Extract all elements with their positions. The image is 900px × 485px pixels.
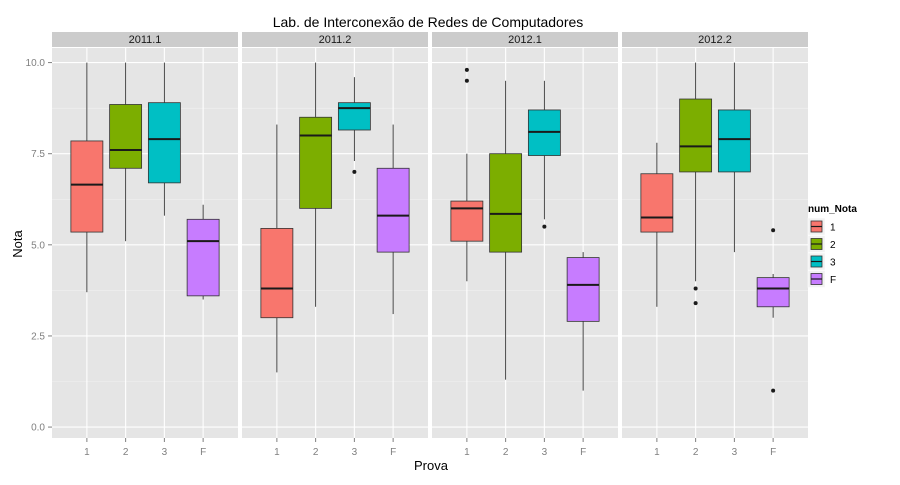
outlier-point bbox=[542, 224, 547, 229]
facet-strip bbox=[432, 32, 618, 47]
box-body bbox=[186, 218, 220, 297]
facet-strip-label: 2012.1 bbox=[508, 34, 542, 46]
outlier-point bbox=[693, 301, 698, 306]
facet-panel-2012.2: 2012.2 1 2 3 F bbox=[622, 32, 808, 458]
box-2 bbox=[489, 80, 523, 380]
box-body bbox=[450, 200, 484, 242]
box-body bbox=[717, 109, 751, 173]
y-tick-label: 5.0 bbox=[31, 240, 45, 251]
chart-title: Lab. de Interconexão de Redes de Computa… bbox=[273, 14, 584, 30]
x-tick-label: 3 bbox=[732, 447, 738, 458]
y-axis-label: Nota bbox=[10, 230, 25, 258]
box-2 bbox=[679, 62, 713, 306]
box-F bbox=[186, 204, 220, 300]
box-1 bbox=[70, 62, 104, 293]
facet-panel-2012.1: 2012.1 1 2 3 F bbox=[432, 32, 618, 458]
x-tick-label: F bbox=[580, 447, 586, 458]
facet-strip-label: 2011.1 bbox=[129, 34, 162, 46]
legend-entry-2: 2 bbox=[807, 235, 836, 253]
outlier-point bbox=[464, 67, 469, 72]
box-body bbox=[489, 153, 523, 253]
legend-entry-3: 3 bbox=[807, 252, 836, 271]
outlier-point bbox=[771, 228, 776, 233]
box-3 bbox=[337, 77, 371, 174]
box-body bbox=[260, 228, 294, 319]
x-tick-label: 2 bbox=[503, 447, 509, 458]
facet-panel-2011.2: 2011.2 1 2 3 F bbox=[242, 32, 428, 458]
facet-strip bbox=[242, 32, 428, 47]
facet-strip-label: 2011.2 bbox=[319, 34, 352, 46]
box-3 bbox=[147, 62, 181, 216]
box-body bbox=[109, 104, 143, 169]
legend-title: num_Nota bbox=[808, 204, 857, 215]
y-tick-label: 10.0 bbox=[26, 58, 46, 69]
outlier-point bbox=[771, 388, 776, 393]
box-3 bbox=[527, 80, 561, 229]
legend-entry-1: 1 bbox=[807, 217, 836, 236]
box-F bbox=[566, 252, 600, 391]
y-axis: 0.0 2.5 5.0 7.5 10.0 bbox=[26, 58, 52, 434]
facet-strip bbox=[52, 32, 238, 47]
x-tick-label: 1 bbox=[464, 447, 470, 458]
x-tick-label: 1 bbox=[654, 447, 660, 458]
box-2 bbox=[299, 62, 333, 307]
box-body bbox=[337, 102, 371, 131]
box-3 bbox=[717, 62, 751, 253]
box-F bbox=[376, 124, 410, 315]
box-body bbox=[679, 98, 713, 173]
outlier-point bbox=[352, 169, 357, 174]
y-tick-label: 0.0 bbox=[31, 423, 45, 434]
facet-strip-label: 2012.2 bbox=[698, 34, 732, 46]
legend-label: F bbox=[830, 275, 836, 286]
panel-background bbox=[432, 48, 618, 438]
x-tick-label: 2 bbox=[313, 447, 319, 458]
y-tick-label: 7.5 bbox=[31, 149, 45, 160]
box-body bbox=[147, 102, 181, 184]
x-tick-label: F bbox=[390, 447, 396, 458]
x-tick-label: 3 bbox=[162, 447, 168, 458]
facet-panels: 2011.1 1 2 3 F 2011.2 1 2 3 F 2012.1 1 2 3 F 2012.2 1 2 3 F bbox=[52, 32, 808, 458]
box-body bbox=[376, 167, 410, 253]
box-1 bbox=[260, 124, 294, 373]
box-body bbox=[299, 116, 333, 209]
legend-label: 1 bbox=[830, 223, 836, 234]
x-tick-label: 1 bbox=[274, 447, 280, 458]
box-F bbox=[756, 228, 790, 393]
x-tick-label: 3 bbox=[542, 447, 548, 458]
x-tick-label: 2 bbox=[123, 447, 129, 458]
box-body bbox=[756, 277, 790, 308]
box-body bbox=[566, 257, 600, 322]
box-2 bbox=[109, 62, 143, 242]
legend-entry-F: F bbox=[807, 270, 836, 288]
box-body bbox=[70, 140, 104, 233]
x-tick-label: 1 bbox=[84, 447, 90, 458]
outlier-point bbox=[693, 286, 698, 291]
box-1 bbox=[640, 142, 674, 307]
box-body bbox=[640, 173, 674, 233]
x-tick-label: F bbox=[200, 447, 206, 458]
facet-strip bbox=[622, 32, 808, 47]
legend-label: 2 bbox=[830, 240, 836, 251]
y-tick-label: 2.5 bbox=[31, 331, 45, 342]
box-1 bbox=[450, 67, 484, 282]
x-tick-label: 3 bbox=[352, 447, 358, 458]
x-tick-label: 2 bbox=[693, 447, 699, 458]
legend: num_Nota 1 2 3 F bbox=[807, 204, 857, 288]
panel-background bbox=[622, 48, 808, 438]
facet-panel-2011.1: 2011.1 1 2 3 F bbox=[52, 32, 238, 458]
legend-label: 3 bbox=[830, 258, 836, 269]
x-tick-label: F bbox=[770, 447, 776, 458]
outlier-point bbox=[464, 78, 469, 83]
x-axis-label: Prova bbox=[414, 458, 449, 473]
